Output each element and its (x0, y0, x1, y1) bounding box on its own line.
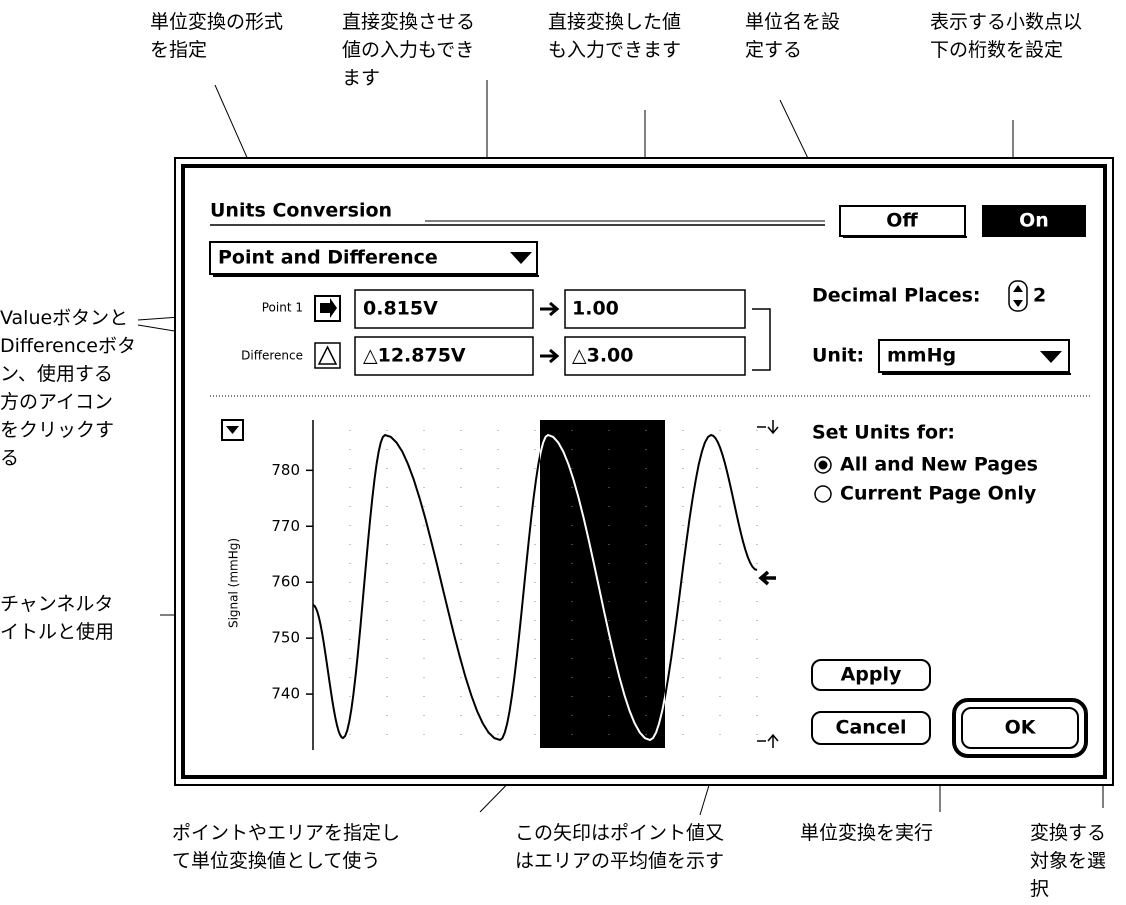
annotations: 単位変換の形式を指定 直接変換させる値の入力もできます 直接変換した値も入力できます… (0, 11, 1106, 900)
annotation: ポイントやエリアを指定して単位変換値として使う (172, 822, 400, 872)
difference-converted-field[interactable] (564, 336, 746, 376)
apply-button[interactable] (811, 659, 931, 691)
annotation-line: をクリックす (0, 419, 114, 441)
point-converted: 1.00 (572, 298, 619, 320)
apply-label: Apply (841, 664, 902, 686)
annotation-line: を指定 (150, 39, 207, 61)
ok-label: OK (1005, 717, 1037, 739)
annotation: 単位変換の形式を指定 (150, 11, 283, 61)
annotation-line: イトルと使用 (0, 621, 114, 643)
difference-field[interactable] (354, 336, 534, 376)
y-tick-label: 770 (271, 517, 300, 535)
annotation: 単位名を設定する (745, 11, 840, 61)
signal-plot: Signal (mmHg) 780 770 760 750 740 (221, 419, 779, 750)
radio-current[interactable] (814, 485, 832, 503)
annotation-line: チャンネルタ (0, 593, 113, 615)
unit-value: mmHg (887, 345, 956, 367)
mode-label: Point and Difference (218, 247, 438, 269)
annotation-line: 方のアイコン (0, 391, 113, 413)
cancel-button[interactable] (811, 711, 931, 745)
annotation-line: る (0, 447, 19, 469)
annotation-line: この矢印はポイント値又 (515, 822, 724, 844)
annotation-line: 単位変換の形式 (150, 11, 283, 33)
difference-converted: △3.00 (572, 345, 634, 367)
annotation-line: 択 (1030, 878, 1049, 900)
y-tick-label: 760 (271, 573, 300, 591)
annotation: この矢印はポイント値又はエリアの平均値を示す (515, 822, 724, 872)
annotation-line: 対象を選 (1030, 850, 1106, 872)
annotation-line: 直接変換した値 (548, 11, 681, 33)
decimal-places-value: 2 (1033, 285, 1046, 307)
annotation-line: て単位変換値として使う (172, 850, 380, 872)
y-axis-label: Signal (mmHg) (227, 538, 241, 628)
y-tick-label: 750 (271, 629, 300, 647)
annotation-line: はエリアの平均値を示す (515, 850, 724, 872)
point-field[interactable] (354, 289, 534, 329)
y-tick-label: 780 (271, 461, 300, 479)
on-label: On (1019, 210, 1049, 232)
annotation-line: 表示する小数点以 (930, 11, 1082, 33)
annotation-line: 変換する (1030, 822, 1106, 844)
decimal-places-label: Decimal Places: (812, 285, 981, 307)
waveform (312, 433, 758, 742)
annotation-line: Differenceボタ (0, 335, 136, 357)
annotation-line: も入力できます (548, 39, 681, 61)
on-button[interactable] (982, 205, 1086, 237)
cancel-label: Cancel (836, 717, 907, 739)
annotation: 単位変換を実行 (800, 822, 933, 844)
annotation-line: ポイントやエリアを指定し (172, 822, 400, 844)
point-converted-field[interactable] (564, 289, 746, 329)
mode-popup[interactable] (209, 241, 538, 275)
unit-label: Unit: (812, 345, 864, 367)
annotation-line: ます (342, 67, 380, 89)
annotation: 表示する小数点以下の桁数を設定 (930, 11, 1082, 61)
set-units-label: Set Units for: (812, 422, 955, 444)
decimal-stepper[interactable] (1008, 280, 1028, 312)
difference-value: △12.875V (363, 345, 466, 367)
difference-label: Difference (241, 349, 303, 363)
annotation: チャンネルタイトルと使用 (0, 593, 114, 643)
radio-current-label: Current Page Only (840, 483, 1037, 505)
annotation-line: 単位変換を実行 (800, 822, 933, 844)
annotation-line: ン、使用する (0, 363, 113, 385)
y-tick-label: 740 (271, 685, 300, 703)
annotation-line: 値の入力もでき (342, 39, 474, 61)
annotation-line: 下の桁数を設定 (930, 39, 1063, 61)
annotation-line: 直接変換させる (342, 11, 475, 33)
annotation-line: 定する (745, 39, 802, 61)
point-value: 0.815V (363, 298, 438, 320)
off-label: Off (886, 210, 918, 232)
annotation: 変換する対象を選択 (1030, 822, 1106, 900)
annotation: Valueボタンと Differenceボタン、使用する方のアイコンをクリックする (0, 307, 136, 469)
annotation-line: Valueボタンと (0, 307, 128, 329)
annotation: 直接変換した値も入力できます (548, 11, 681, 61)
dialog-title: Units Conversion (210, 200, 392, 222)
point-label: Point 1 (262, 301, 303, 315)
radio-all-label: All and New Pages (840, 454, 1038, 476)
off-button[interactable] (839, 205, 966, 237)
annotation: 直接変換させる値の入力もできます (342, 11, 475, 89)
unit-popup[interactable] (878, 339, 1070, 373)
annotation-line: 単位名を設 (745, 11, 840, 33)
